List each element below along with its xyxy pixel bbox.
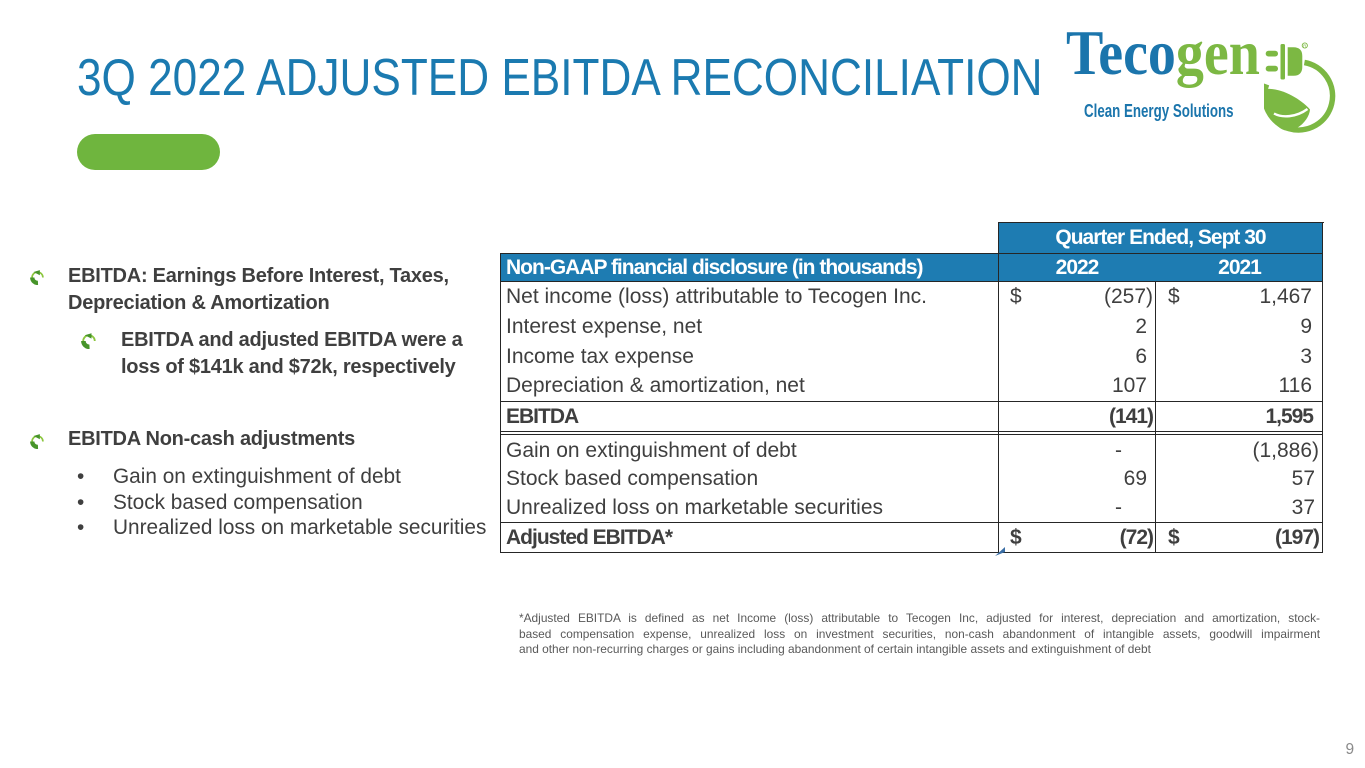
svg-text:R: R <box>1303 43 1306 48</box>
